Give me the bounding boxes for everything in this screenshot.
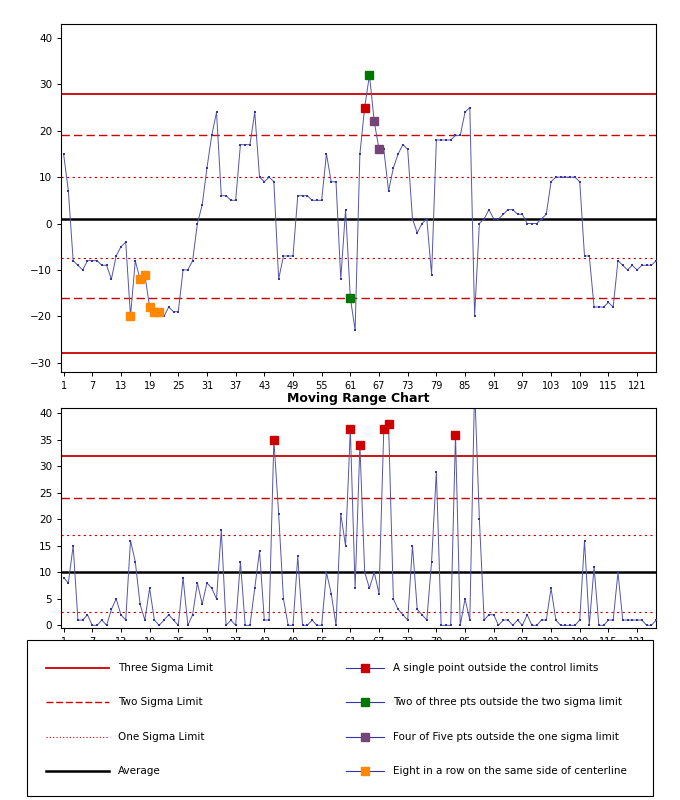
FancyBboxPatch shape [27, 640, 653, 796]
Text: Eight in a row on the same side of centerline: Eight in a row on the same side of cente… [393, 766, 627, 776]
Text: Average: Average [118, 766, 160, 776]
Text: One Sigma Limit: One Sigma Limit [118, 732, 205, 742]
Text: Two of three pts outside the two sigma limit: Two of three pts outside the two sigma l… [393, 698, 622, 707]
Text: A single point outside the control limits: A single point outside the control limit… [393, 663, 598, 673]
Text: Four of Five pts outside the one sigma limit: Four of Five pts outside the one sigma l… [393, 732, 619, 742]
Text: Three Sigma Limit: Three Sigma Limit [118, 663, 213, 673]
Title: Moving Range Chart: Moving Range Chart [288, 393, 430, 406]
Text: Two Sigma Limit: Two Sigma Limit [118, 698, 203, 707]
